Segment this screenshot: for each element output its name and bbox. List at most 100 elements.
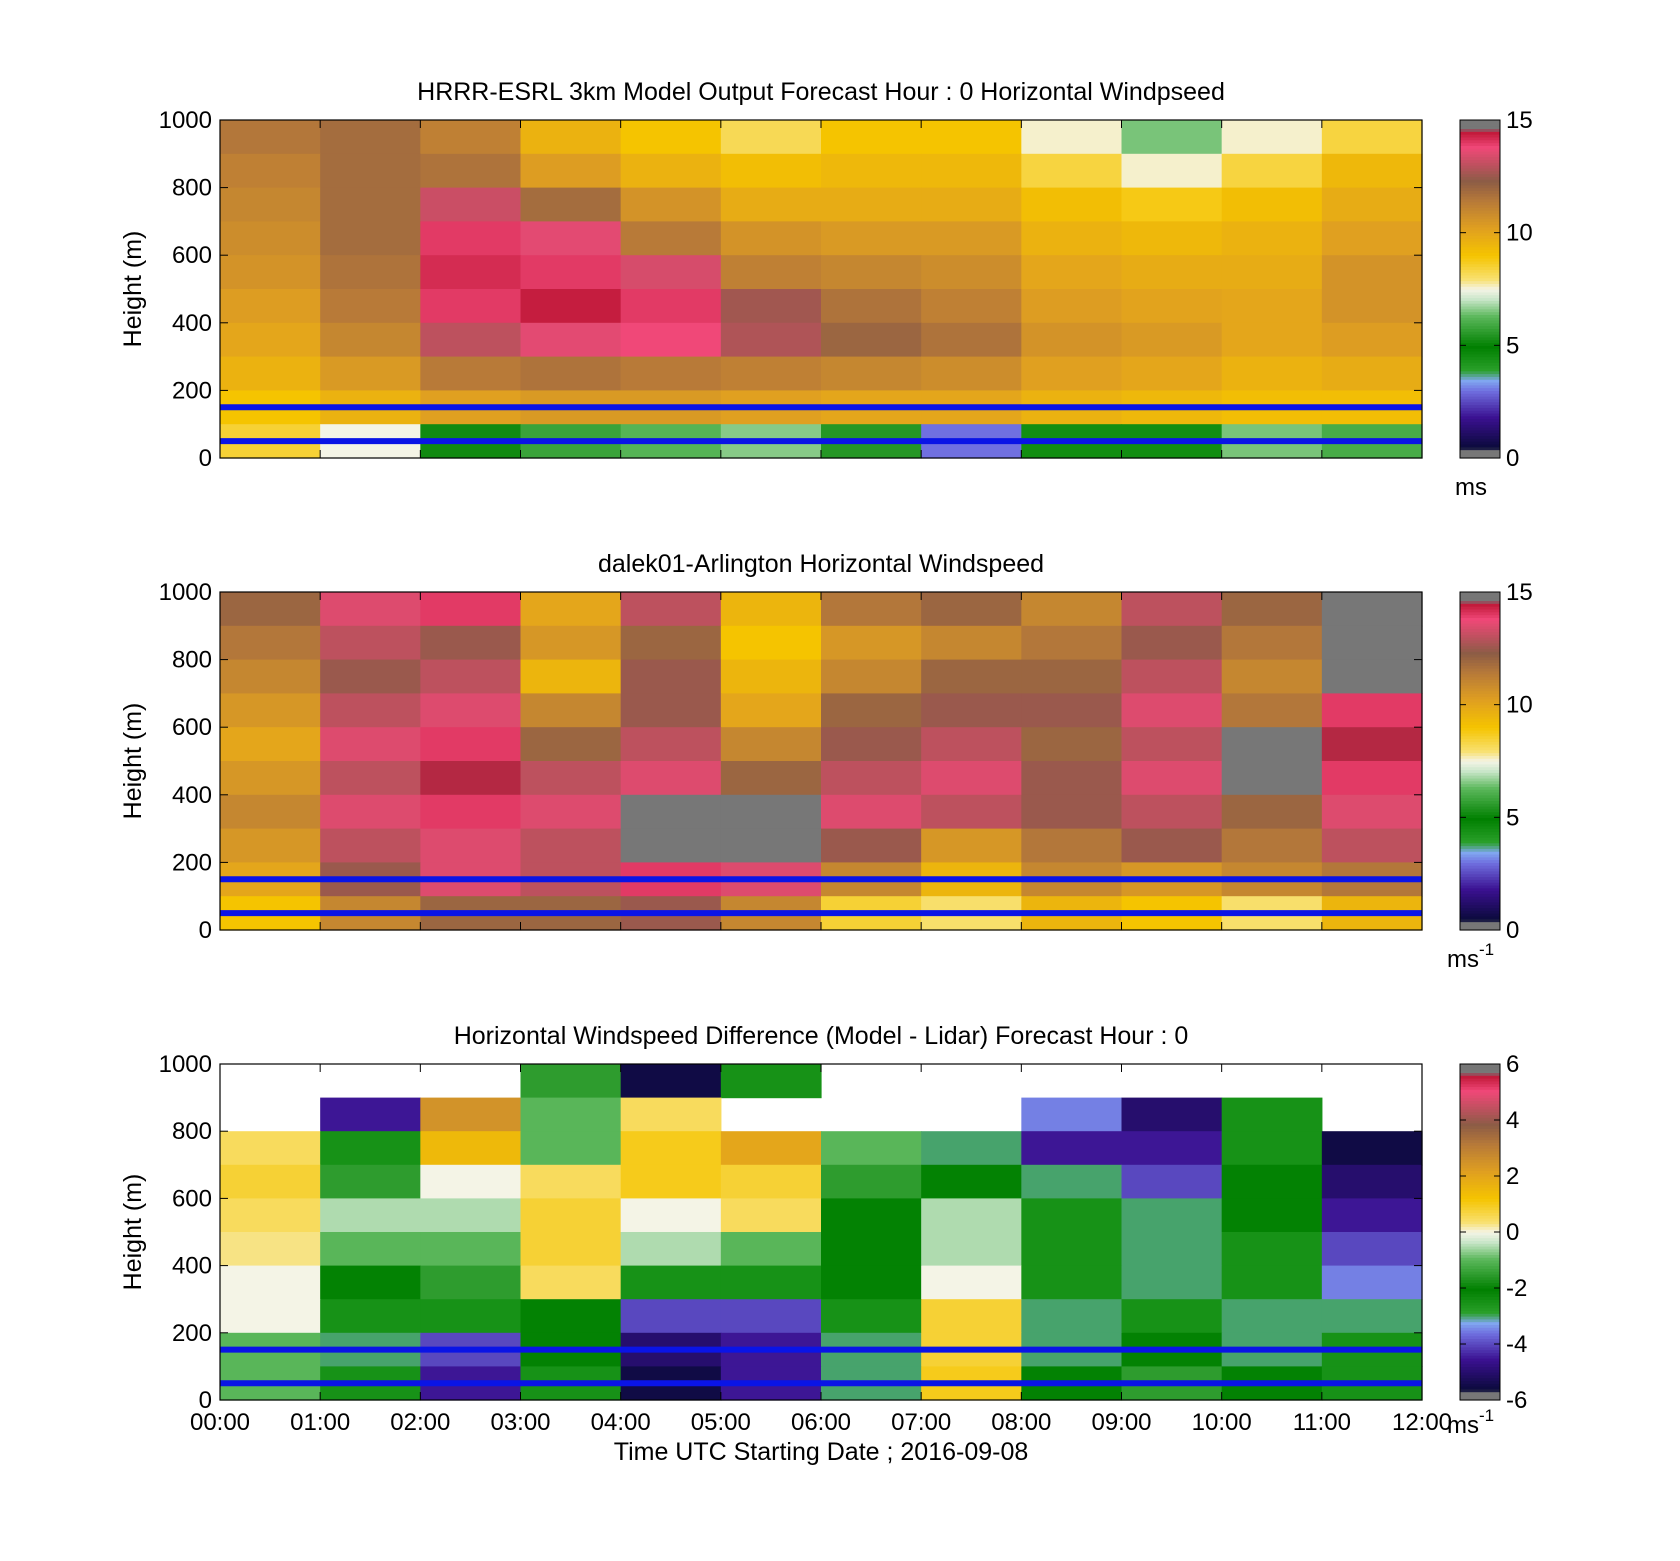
colorbar-segment <box>1460 390 1500 394</box>
colorbar-segment <box>1460 730 1500 734</box>
chart-title: dalek01-Arlington Horizontal Windspeed <box>598 550 1044 578</box>
colorbar-segment <box>1460 452 1500 456</box>
heatmap-cell <box>520 289 622 324</box>
colorbar-segment <box>1460 639 1500 644</box>
heatmap-cell <box>620 1097 722 1132</box>
heatmap-cell <box>320 625 421 661</box>
heatmap-cell <box>1221 322 1323 358</box>
colorbar-tick-label: 10 <box>1506 220 1533 247</box>
colorbar-segment <box>1460 289 1500 293</box>
heatmap-cell <box>1221 1299 1323 1334</box>
heatmap-cell <box>1321 356 1423 391</box>
heatmap-cell <box>520 153 622 189</box>
heatmap-cell <box>720 659 822 694</box>
colorbar-segment <box>1460 718 1500 723</box>
heatmap-cell <box>320 356 421 391</box>
colorbar-segment <box>1460 896 1500 900</box>
heatmap-cell <box>821 727 922 762</box>
colorbar-segment <box>1460 410 1500 414</box>
colorbar-segment <box>1460 1106 1500 1110</box>
heatmap-cell <box>1121 828 1223 863</box>
colorbar-segment <box>1460 1159 1500 1163</box>
heatmap-cell <box>620 1265 722 1300</box>
heatmap-cell <box>420 322 522 358</box>
heatmap-cell <box>320 1198 421 1233</box>
colorbar-segment <box>1460 676 1500 680</box>
heatmap-cell <box>320 221 421 256</box>
heatmap-cell <box>420 761 522 796</box>
colorbar-segment <box>1460 120 1500 124</box>
y-tick-label: 200 <box>172 377 212 404</box>
colorbar-segment <box>1460 687 1500 692</box>
heatmap-cell <box>620 727 722 762</box>
heatmap-cell <box>1221 1131 1323 1166</box>
y-tick-label: 1000 <box>159 107 212 134</box>
colorbar-segment <box>1460 791 1500 796</box>
colorbar-segment <box>1460 1293 1500 1297</box>
heatmap-cell <box>420 153 522 189</box>
colorbar-segment <box>1460 699 1500 703</box>
heatmap-cell <box>1121 221 1223 256</box>
heatmap-cell <box>520 1232 622 1267</box>
colorbar-segment <box>1460 766 1500 771</box>
heatmap-cell <box>921 1164 1022 1199</box>
heatmap-cell <box>921 187 1022 222</box>
colorbar-segment <box>1460 415 1500 420</box>
heatmap-cell <box>1221 828 1323 863</box>
colorbar-segment <box>1460 597 1500 602</box>
colorbar-segment <box>1460 308 1500 313</box>
colorbar-segment <box>1460 642 1500 647</box>
colorbar-segment <box>1460 727 1500 731</box>
panel-windspeed-difference: 0 200 400 600 800 1000 00:00 01:00 02:00 03:00 04:… <box>119 1022 1527 1466</box>
colorbar-segment <box>1460 814 1500 818</box>
colorbar-unit-label: ms-1 <box>1447 940 1494 973</box>
heatmap-cell <box>1221 1232 1323 1267</box>
heatmap-cell <box>1121 1164 1223 1199</box>
colorbar-segment <box>1460 1338 1500 1342</box>
colorbar-segment <box>1460 741 1500 745</box>
heatmap-cell <box>520 794 622 830</box>
colorbar-segment <box>1460 345 1500 349</box>
heatmap-cell <box>520 592 622 627</box>
colorbar-segment <box>1460 910 1500 914</box>
colorbar-segment <box>1460 1318 1500 1323</box>
heatmap-cell <box>420 120 522 155</box>
colorbar-tick-label: 5 <box>1506 332 1519 359</box>
heatmap-cell <box>1321 1131 1423 1166</box>
colorbar-segment <box>1460 1352 1500 1356</box>
colorbar-segment <box>1460 1164 1500 1169</box>
colorbar-segment <box>1460 631 1500 635</box>
colorbar-segment <box>1460 884 1500 889</box>
heatmap-cell <box>420 659 522 694</box>
heatmap-cell <box>220 1265 321 1300</box>
heatmap-cell <box>1121 1198 1223 1233</box>
y-tick-label: 0 <box>199 1387 212 1414</box>
colorbar-segment <box>1460 246 1500 251</box>
heatmap-cell <box>1021 693 1123 728</box>
heatmap-cell <box>921 221 1022 256</box>
colorbar-segment <box>1460 441 1500 445</box>
colorbar-segment <box>1460 1103 1500 1107</box>
heatmap-cell <box>520 625 622 661</box>
colorbar-segment <box>1460 1153 1500 1157</box>
heatmap-cell <box>720 153 822 189</box>
colorbar-segment <box>1460 319 1500 324</box>
colorbar-segment <box>1460 339 1500 344</box>
colorbar-segment <box>1460 668 1500 672</box>
heatmap-cell <box>220 221 321 256</box>
colorbar-segment <box>1460 1195 1500 1199</box>
colorbar-segment <box>1460 1198 1500 1202</box>
colorbar-segment <box>1460 393 1500 397</box>
y-tick-label: 400 <box>172 782 212 809</box>
colorbar-segment <box>1460 1299 1500 1303</box>
heatmap-cell <box>520 120 622 155</box>
heatmap-cell <box>1121 289 1223 324</box>
heatmap-cell <box>1321 761 1423 796</box>
heatmap-cell <box>320 1265 421 1300</box>
colorbar-segment <box>1460 398 1500 403</box>
colorbar-segment <box>1460 1080 1500 1085</box>
colorbar-segment <box>1460 1134 1500 1138</box>
colorbar-segment <box>1460 758 1500 762</box>
colorbar-segment <box>1460 167 1500 172</box>
colorbar: 0 5 10 15 ms-1 <box>1447 579 1533 973</box>
